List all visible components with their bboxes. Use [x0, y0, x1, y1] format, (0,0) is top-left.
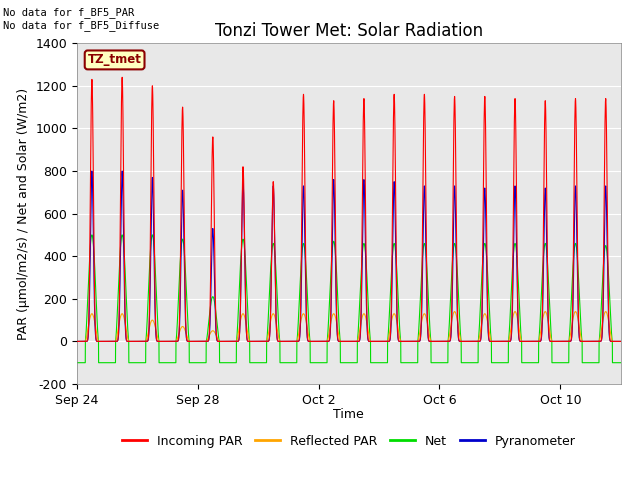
Text: No data for f_BF5_PAR
No data for f_BF5_Diffuse: No data for f_BF5_PAR No data for f_BF5_…: [3, 7, 159, 31]
Legend: Incoming PAR, Reflected PAR, Net, Pyranometer: Incoming PAR, Reflected PAR, Net, Pyrano…: [117, 430, 580, 453]
X-axis label: Time: Time: [333, 408, 364, 421]
Y-axis label: PAR (μmol/m2/s) / Net and Solar (W/m2): PAR (μmol/m2/s) / Net and Solar (W/m2): [17, 87, 29, 340]
Title: Tonzi Tower Met: Solar Radiation: Tonzi Tower Met: Solar Radiation: [215, 22, 483, 40]
Text: TZ_tmet: TZ_tmet: [88, 53, 141, 66]
